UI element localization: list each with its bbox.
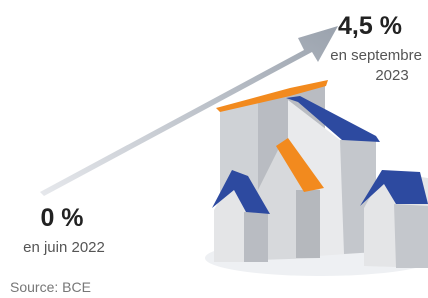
start-value: 0 % xyxy=(40,204,83,232)
end-label: 2023 xyxy=(375,67,408,84)
source: Source: BCE xyxy=(10,279,91,295)
end-label: en septembre xyxy=(330,47,422,64)
buildings xyxy=(212,80,428,268)
start-label: en juin 2022 xyxy=(23,239,105,256)
end-value: 4,5 % xyxy=(338,12,402,40)
infographic: 4,5 % en septembre 2023 0 % en juin 2022… xyxy=(0,0,428,298)
